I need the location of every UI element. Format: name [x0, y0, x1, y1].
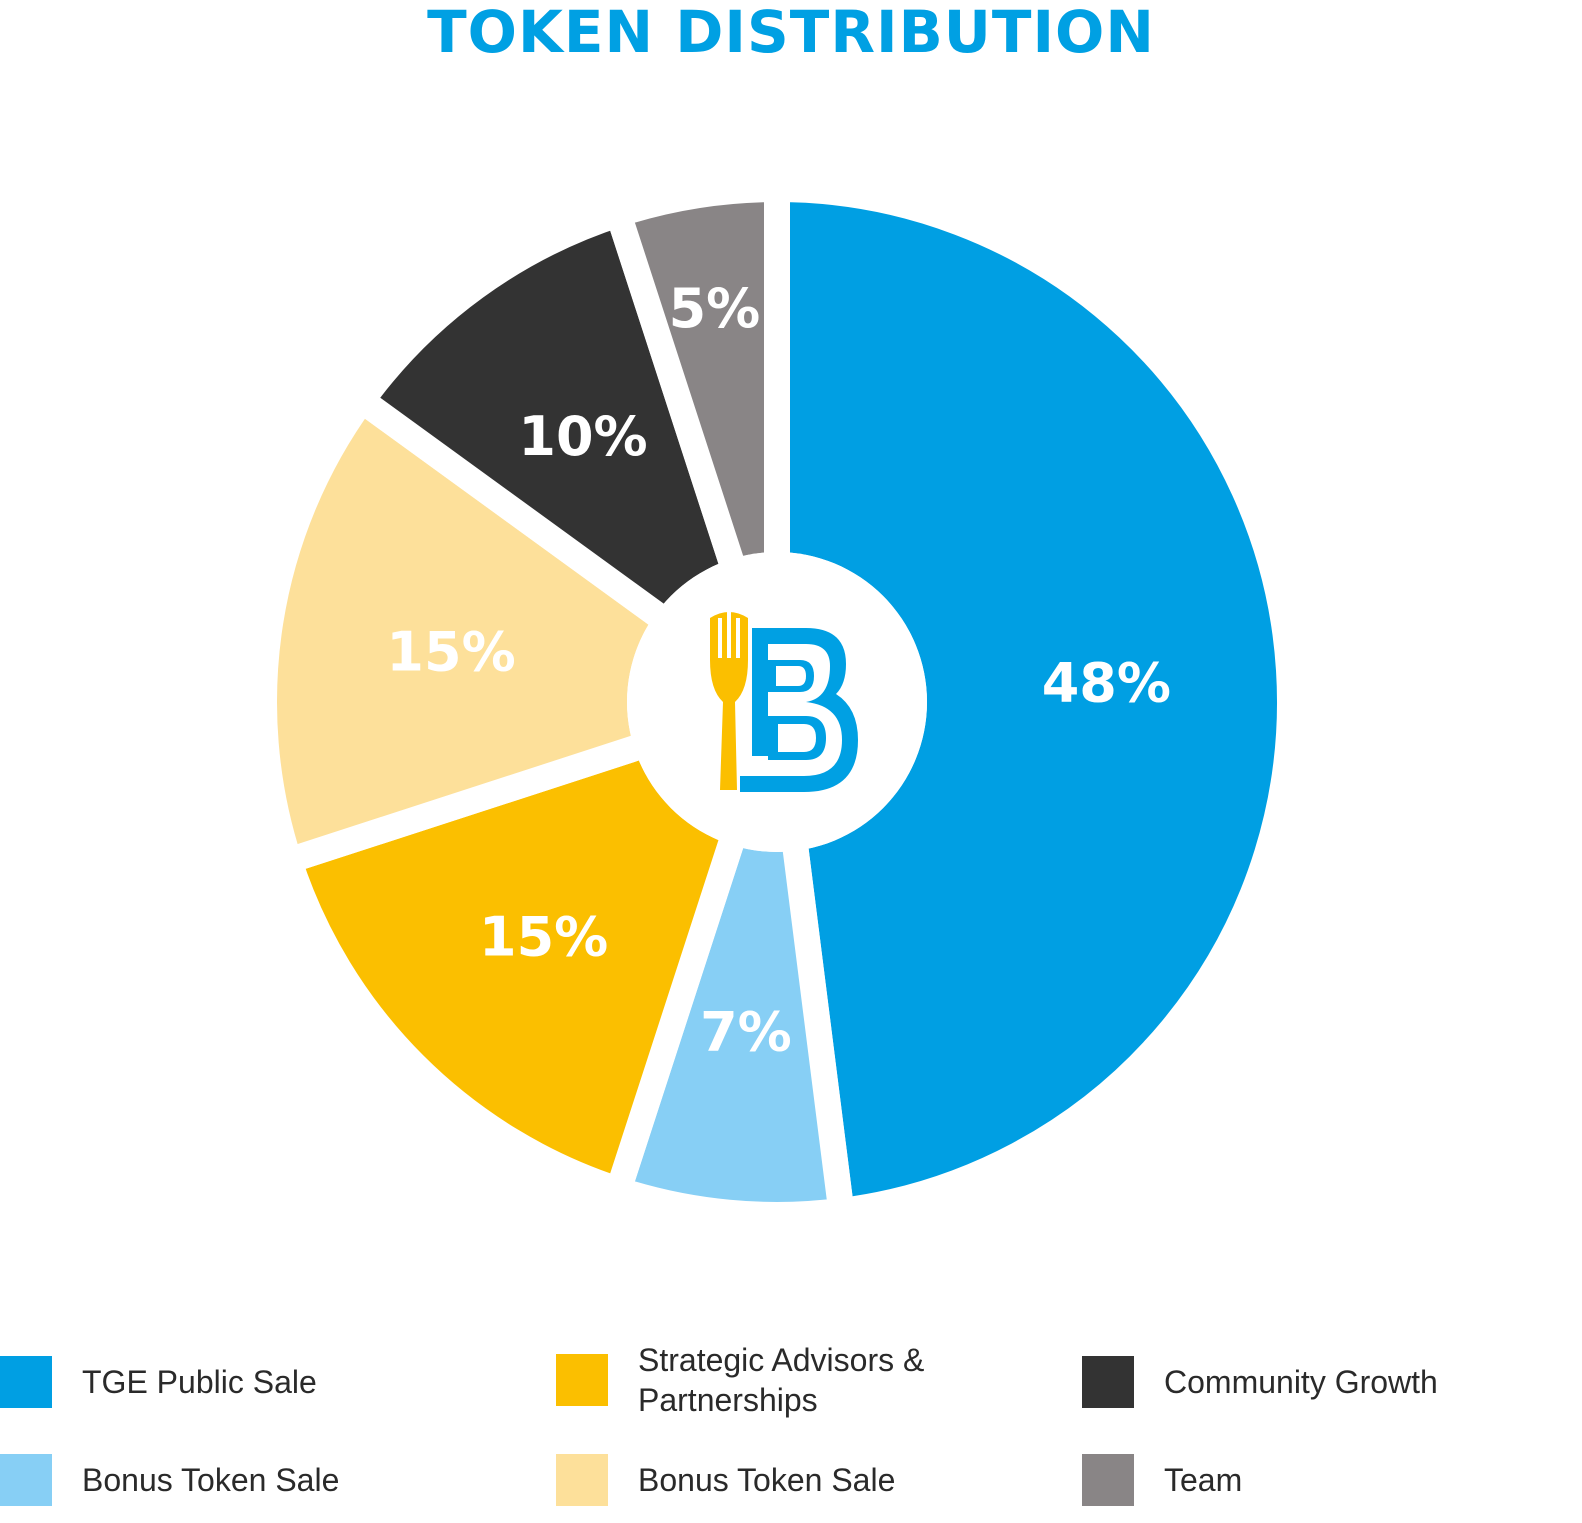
legend-label: TGE Public Sale [82, 1364, 317, 1400]
legend-label: Strategic Advisors & Partnerships [638, 1342, 925, 1418]
legend-swatch [556, 1354, 608, 1406]
slice-value-label: 15% [479, 905, 608, 968]
legend-item-tge-public-sale: TGE Public Sale [0, 1356, 317, 1408]
pie-slice [343, 197, 802, 737]
slice-value-label: 10% [518, 405, 647, 468]
legend-item-community-growth: Community Growth [1082, 1356, 1438, 1408]
legend-swatch [1082, 1356, 1134, 1408]
fork-b-logo [627, 552, 927, 852]
slice-value-label: 48% [1042, 651, 1171, 714]
b-letter-icon [740, 628, 858, 792]
fork-icon [710, 612, 748, 790]
legend-swatch [0, 1356, 52, 1408]
legend-label: Bonus Token Sale [638, 1462, 896, 1498]
slice-value-label: 5% [669, 277, 761, 340]
pie-labels: 48% 7% 15% 15% 10% 5% [386, 277, 1171, 1064]
chart-title: TOKEN DISTRIBUTION [427, 0, 1155, 66]
legend-swatch [1082, 1454, 1134, 1506]
pie-slice [251, 382, 806, 877]
legend-swatch [556, 1454, 608, 1506]
legend-label: Team [1164, 1462, 1243, 1498]
legend-item-team: Team [1082, 1454, 1242, 1506]
legend-swatch [0, 1454, 52, 1506]
legend-item-bonus-token-sale-blue: Bonus Token Sale [0, 1454, 339, 1506]
slice-value-label: 7% [700, 1001, 792, 1064]
pie-slice [764, 175, 1303, 1226]
slice-value-label: 15% [386, 620, 515, 683]
legend-label: Community Growth [1164, 1364, 1438, 1400]
legend-item-strategic-advisors: Strategic Advisors & Partnerships [556, 1340, 978, 1420]
legend-label: Bonus Token Sale [82, 1462, 340, 1498]
pie-slices [251, 175, 1303, 1228]
legend-item-bonus-token-sale-yellow: Bonus Token Sale [556, 1454, 895, 1506]
